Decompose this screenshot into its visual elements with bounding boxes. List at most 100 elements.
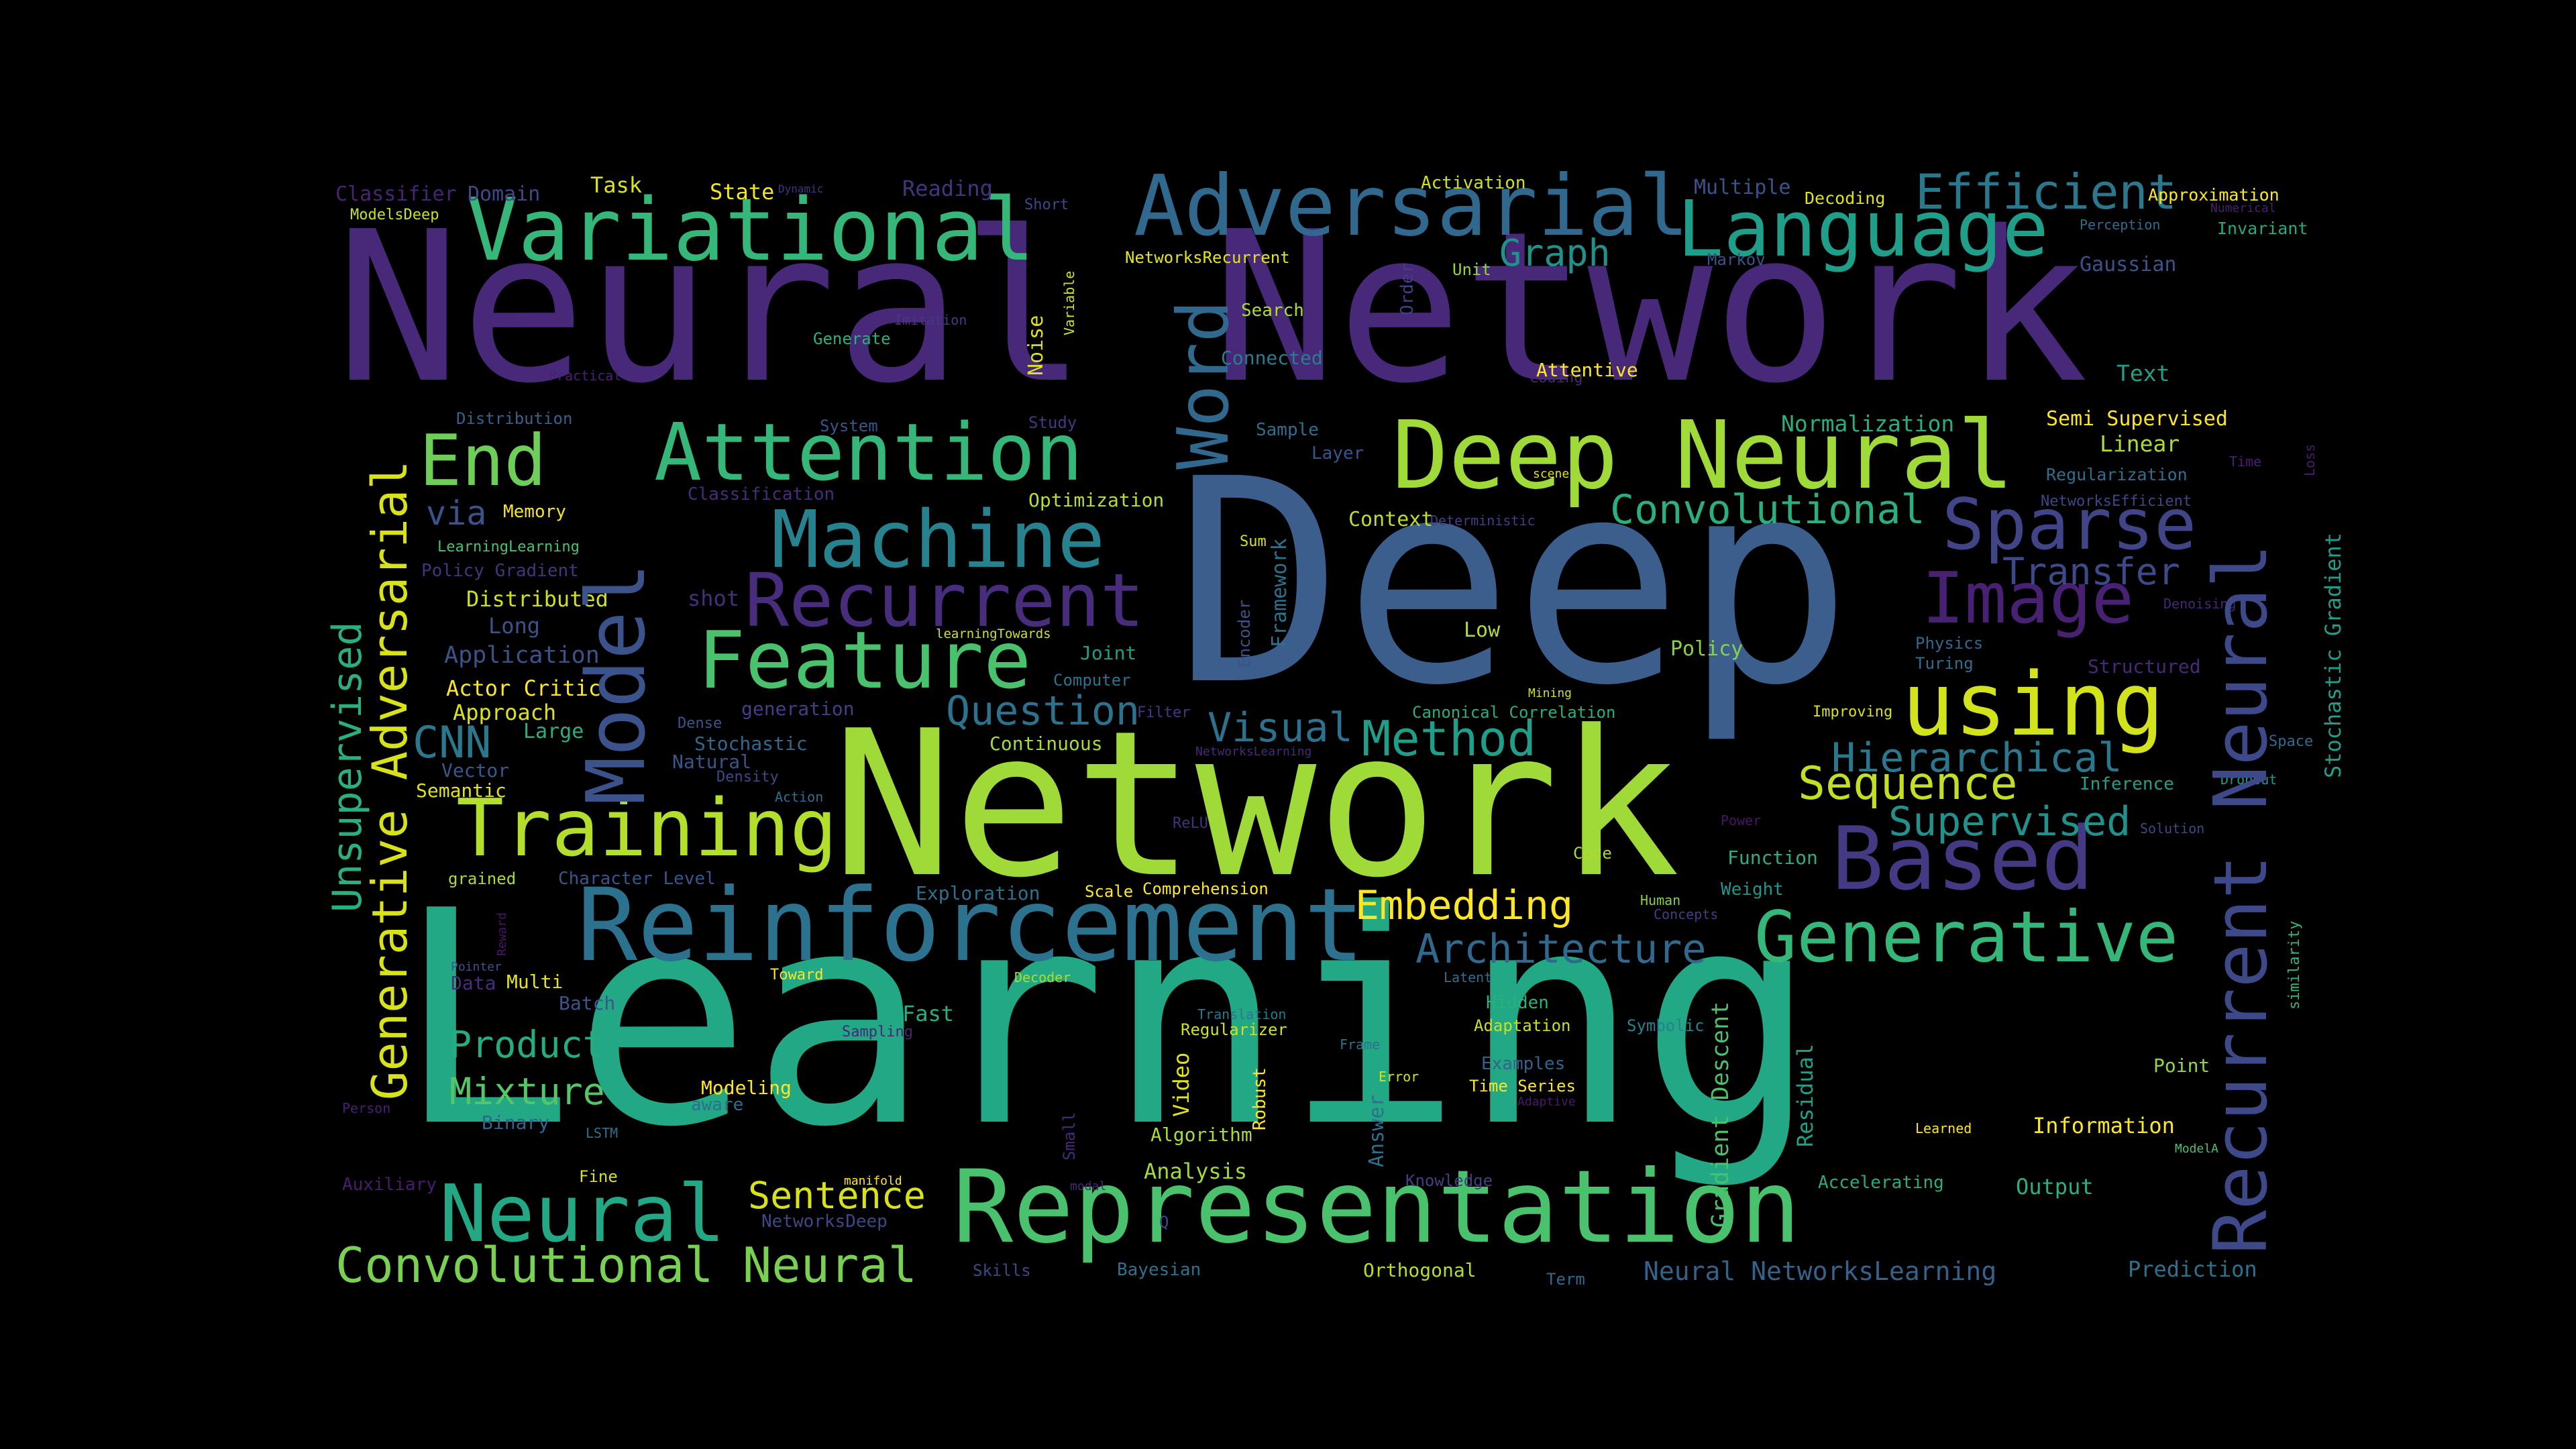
word-networksefficient: NetworksEfficient (2041, 493, 2192, 510)
word-method: Method (1362, 710, 1537, 767)
word-time: Time (2229, 453, 2262, 470)
word-networksdeep: NetworksDeep (761, 1212, 888, 1232)
word-model: Model (570, 562, 663, 805)
word-regularizer: Regularizer (1181, 1020, 1287, 1039)
word-machine: Machine (771, 493, 1106, 586)
word-sentence: Sentence (748, 1174, 926, 1217)
word-learninglearning: LearningLearning (437, 539, 580, 555)
word-bayesian: Bayesian (1117, 1260, 1201, 1280)
word-policy-gradient: Policy Gradient (421, 561, 579, 581)
word-end: End (419, 420, 547, 502)
word-application: Application (444, 642, 600, 669)
word-improving: Improving (1813, 704, 1893, 720)
word-convolutional-neural: Convolutional Neural (335, 1237, 917, 1293)
word-physics: Physics (1915, 634, 1984, 653)
word-networksrecurrent: NetworksRecurrent (1125, 248, 1290, 267)
word-fine: Fine (579, 1167, 618, 1186)
word-density: Density (716, 769, 779, 786)
word-product: Product (449, 1023, 605, 1066)
word-q: Q (1159, 1213, 1169, 1232)
word-information: Information (2033, 1113, 2175, 1138)
word-turing: Turing (1915, 654, 1974, 673)
word-convolutional: Convolutional (1610, 486, 1925, 533)
word-state: State (710, 179, 775, 205)
word-unit: Unit (1452, 260, 1491, 279)
word-denoising: Denoising (2163, 596, 2237, 612)
word-classifier: Classifier (335, 182, 457, 206)
word-encoder: Encoder (1235, 599, 1254, 667)
word-neural: Neural (439, 1167, 726, 1260)
word-symbolic: Symbolic (1627, 1016, 1705, 1035)
word-system: System (820, 417, 878, 435)
word-search: Search (1241, 301, 1304, 321)
word-lstm: LSTM (586, 1125, 619, 1141)
word-multiple: Multiple (1694, 176, 1791, 199)
word-variable: Variable (1061, 270, 1077, 335)
word-approach: Approach (453, 700, 557, 725)
word-modelsdeep: ModelsDeep (350, 207, 439, 223)
word-grained: grained (448, 869, 517, 888)
word-gaussian: Gaussian (2080, 253, 2177, 276)
word-architecture: Architecture (1415, 926, 1707, 973)
word-based: Based (1831, 808, 2094, 910)
word-numerical: Numerical (2210, 201, 2276, 215)
word-time-series: Time Series (1469, 1077, 1576, 1095)
word-noise: Noise (1024, 315, 1048, 376)
word-order: Order (1397, 262, 1417, 315)
word-activation: Activation (1421, 173, 1526, 193)
word-semantic: Semantic (416, 780, 506, 802)
word-deterministic: Deterministic (1430, 513, 1536, 529)
word-recurrent: Recurrent (745, 557, 1145, 643)
word-decoding: Decoding (1805, 189, 1886, 208)
word-adaptation: Adaptation (1474, 1016, 1571, 1035)
word-batch: Batch (559, 992, 616, 1014)
word-data: Data (451, 972, 496, 994)
word-study: Study (1028, 413, 1077, 432)
word-dynamic: Dynamic (778, 182, 824, 195)
word-latent: Latent (1444, 969, 1493, 985)
word-learning: Learning (396, 848, 1818, 1191)
word-networkslearning: NetworksLearning (1195, 745, 1312, 759)
word-adaptive: Adaptive (1517, 1095, 1576, 1109)
word-relu: ReLU (1173, 815, 1208, 832)
word-pointer: Pointer (451, 960, 502, 974)
word-memory: Memory (503, 502, 566, 522)
word-analysis: Analysis (1144, 1159, 1248, 1184)
word-mining: Mining (1528, 686, 1572, 700)
word-frame: Frame (1340, 1036, 1381, 1053)
word-sum: Sum (1240, 533, 1267, 550)
word-framework: Framework (1268, 538, 1291, 647)
word-filter: Filter (1137, 704, 1191, 721)
word-similarity: similarity (2286, 920, 2303, 1010)
word-binary: Binary (482, 1112, 550, 1134)
word-video: Video (1169, 1052, 1194, 1117)
word-recurrent-neural: Recurrent Neural (2198, 543, 2284, 1254)
word-modal: modal (1070, 1179, 1107, 1193)
word-layer: Layer (1311, 443, 1364, 464)
word-imitation: Imitation (894, 312, 967, 328)
word-orthogonal: Orthogonal (1363, 1259, 1477, 1281)
word-approximation: Approximation (2148, 185, 2279, 205)
word-using: using (1902, 653, 2165, 755)
word-scale: Scale (1085, 882, 1134, 901)
word-inference: Inference (2080, 774, 2174, 794)
word-unsupervised: Unsupervised (324, 621, 371, 912)
word-person: Person (342, 1100, 391, 1116)
word-fast: Fast (902, 1001, 955, 1026)
word-generative-adversarial: Generative Adversarial (362, 460, 418, 1100)
word-function: Function (1727, 847, 1818, 869)
word-domain: Domain (468, 182, 541, 206)
word-graph: Graph (1499, 231, 1611, 274)
word-dense: Dense (678, 715, 722, 732)
word-error: Error (1379, 1069, 1419, 1085)
word-reading: Reading (902, 176, 993, 201)
word-generative: Generative (1754, 896, 2179, 978)
word-neural-network: Neural Network (335, 187, 2088, 429)
word-supervised: Supervised (1888, 798, 2131, 845)
word-distribution: Distribution (456, 409, 573, 428)
word-algorithm: Algorithm (1150, 1124, 1252, 1146)
word-cnn: CNN (413, 718, 492, 768)
word-image: Image (1922, 557, 2135, 639)
word-large: Large (523, 720, 584, 743)
word-examples: Examples (1481, 1054, 1566, 1074)
